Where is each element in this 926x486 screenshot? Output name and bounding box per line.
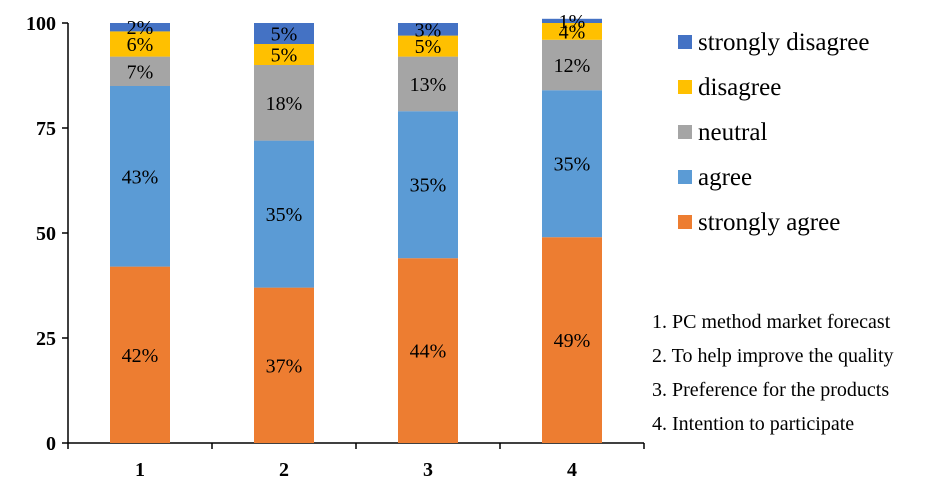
data-label: 37% xyxy=(266,355,303,377)
data-label: 1% xyxy=(559,11,586,33)
data-label: 5% xyxy=(271,24,298,46)
bar-segment-strongly-disagree-3 xyxy=(398,23,458,36)
bar-segment-strongly-disagree-4 xyxy=(542,18,602,23)
x-tick-label: 1 xyxy=(135,459,145,481)
data-label: 35% xyxy=(266,204,303,226)
legend-label: neutral xyxy=(698,119,767,146)
category-note: 3. Preference for the products xyxy=(652,379,889,401)
bar-segment-strongly-disagree-2 xyxy=(254,23,314,44)
y-tick-label: 25 xyxy=(36,328,56,350)
legend-swatch xyxy=(678,170,692,184)
bar-segment-disagree-1 xyxy=(110,31,170,57)
x-tick-label: 3 xyxy=(423,459,433,481)
y-tick-label: 100 xyxy=(26,13,56,35)
data-label: 2% xyxy=(127,17,154,39)
bar-segment-strongly-agree-4 xyxy=(542,237,602,443)
data-label: 7% xyxy=(127,61,154,83)
data-label: 18% xyxy=(266,93,303,115)
bar-segment-strongly-disagree-1 xyxy=(110,23,170,32)
bar-segment-agree-3 xyxy=(398,111,458,259)
data-label: 13% xyxy=(410,74,447,96)
category-note: 2. To help improve the quality xyxy=(652,345,894,367)
data-label: 43% xyxy=(122,166,159,188)
data-label: 4% xyxy=(559,21,586,43)
bar-segment-neutral-2 xyxy=(254,65,314,141)
bar-segment-agree-4 xyxy=(542,90,602,238)
data-label: 44% xyxy=(410,341,447,363)
x-tick-label: 4 xyxy=(567,459,577,481)
y-tick-label: 75 xyxy=(36,118,56,140)
bar-segment-neutral-3 xyxy=(398,56,458,112)
data-label: 49% xyxy=(554,330,591,352)
data-label: 12% xyxy=(554,55,591,77)
bar-segment-strongly-agree-3 xyxy=(398,258,458,443)
legend: strongly disagree disagree neutral agree str… xyxy=(678,29,869,236)
category-notes: 1. PC method market forecast 2. To help i… xyxy=(652,311,894,435)
data-label: 3% xyxy=(415,19,442,41)
legend-label: disagree xyxy=(698,74,781,101)
legend-label: strongly agree xyxy=(698,209,840,236)
y-tick-label: 50 xyxy=(36,223,56,245)
bar-segment-agree-1 xyxy=(110,86,170,267)
data-label: 6% xyxy=(127,34,154,56)
legend-label: agree xyxy=(698,164,752,191)
data-label: 5% xyxy=(271,45,298,67)
y-tick-label: 0 xyxy=(46,433,56,455)
x-tick-label: 2 xyxy=(279,459,289,481)
data-labels: 42%43%7%6%2%37%35%18%5%5%44%35%13%5%3%49… xyxy=(122,11,591,377)
bar-segment-strongly-agree-1 xyxy=(110,266,170,443)
bar-segment-agree-2 xyxy=(254,140,314,288)
bar-segment-disagree-2 xyxy=(254,44,314,65)
category-note: 4. Intention to participate xyxy=(652,413,854,435)
bars xyxy=(110,18,602,443)
bar-segment-disagree-4 xyxy=(542,23,602,40)
data-label: 35% xyxy=(554,154,591,176)
data-label: 35% xyxy=(410,175,447,197)
data-label: 42% xyxy=(122,345,159,367)
legend-swatch xyxy=(678,35,692,49)
legend-swatch xyxy=(678,80,692,94)
legend-swatch xyxy=(678,215,692,229)
legend-label: strongly disagree xyxy=(698,29,869,56)
category-note: 1. PC method market forecast xyxy=(652,311,891,333)
legend-swatch xyxy=(678,125,692,139)
bar-segment-strongly-agree-2 xyxy=(254,287,314,443)
data-label: 5% xyxy=(415,36,442,58)
bar-segment-neutral-1 xyxy=(110,56,170,86)
bar-segment-neutral-4 xyxy=(542,39,602,91)
bar-segment-disagree-3 xyxy=(398,35,458,57)
